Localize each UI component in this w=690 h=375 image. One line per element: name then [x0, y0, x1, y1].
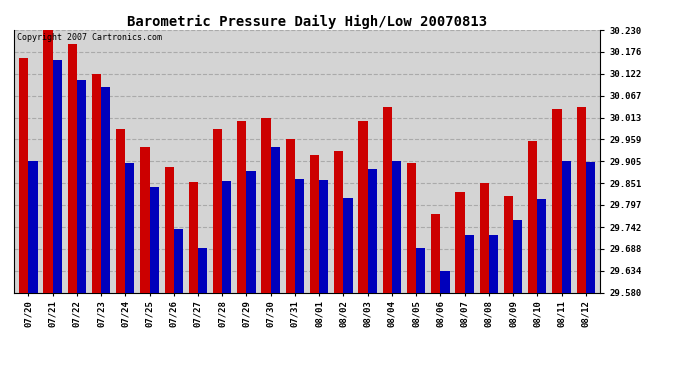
- Bar: [262, 118, 270, 292]
- Bar: [270, 147, 280, 292]
- Bar: [528, 141, 538, 292]
- Bar: [577, 107, 586, 292]
- Bar: [416, 248, 425, 292]
- Bar: [383, 107, 392, 292]
- Bar: [319, 180, 328, 292]
- Bar: [140, 147, 150, 292]
- Bar: [464, 235, 474, 292]
- Bar: [43, 30, 52, 292]
- Bar: [562, 161, 571, 292]
- Bar: [586, 162, 595, 292]
- Bar: [480, 183, 489, 292]
- Bar: [126, 163, 135, 292]
- Bar: [368, 170, 377, 292]
- Bar: [310, 155, 319, 292]
- Bar: [513, 220, 522, 292]
- Bar: [344, 198, 353, 292]
- Bar: [552, 109, 562, 292]
- Bar: [440, 271, 450, 292]
- Bar: [455, 192, 464, 292]
- Bar: [295, 179, 304, 292]
- Bar: [538, 199, 546, 292]
- Text: Copyright 2007 Cartronics.com: Copyright 2007 Cartronics.com: [17, 33, 161, 42]
- Bar: [392, 161, 401, 292]
- Bar: [213, 129, 222, 292]
- Bar: [19, 58, 28, 292]
- Title: Barometric Pressure Daily High/Low 20070813: Barometric Pressure Daily High/Low 20070…: [127, 15, 487, 29]
- Bar: [358, 121, 368, 292]
- Bar: [116, 129, 126, 292]
- Bar: [52, 60, 62, 292]
- Bar: [198, 248, 207, 292]
- Bar: [504, 196, 513, 292]
- Bar: [68, 44, 77, 292]
- Bar: [286, 139, 295, 292]
- Bar: [237, 121, 246, 292]
- Bar: [334, 151, 344, 292]
- Bar: [77, 81, 86, 292]
- Bar: [489, 235, 498, 292]
- Bar: [174, 229, 183, 292]
- Bar: [189, 182, 198, 292]
- Bar: [431, 214, 440, 292]
- Bar: [101, 87, 110, 292]
- Bar: [92, 74, 101, 292]
- Bar: [28, 161, 37, 292]
- Bar: [222, 182, 231, 292]
- Bar: [246, 171, 256, 292]
- Bar: [407, 163, 416, 292]
- Bar: [164, 167, 174, 292]
- Bar: [150, 188, 159, 292]
